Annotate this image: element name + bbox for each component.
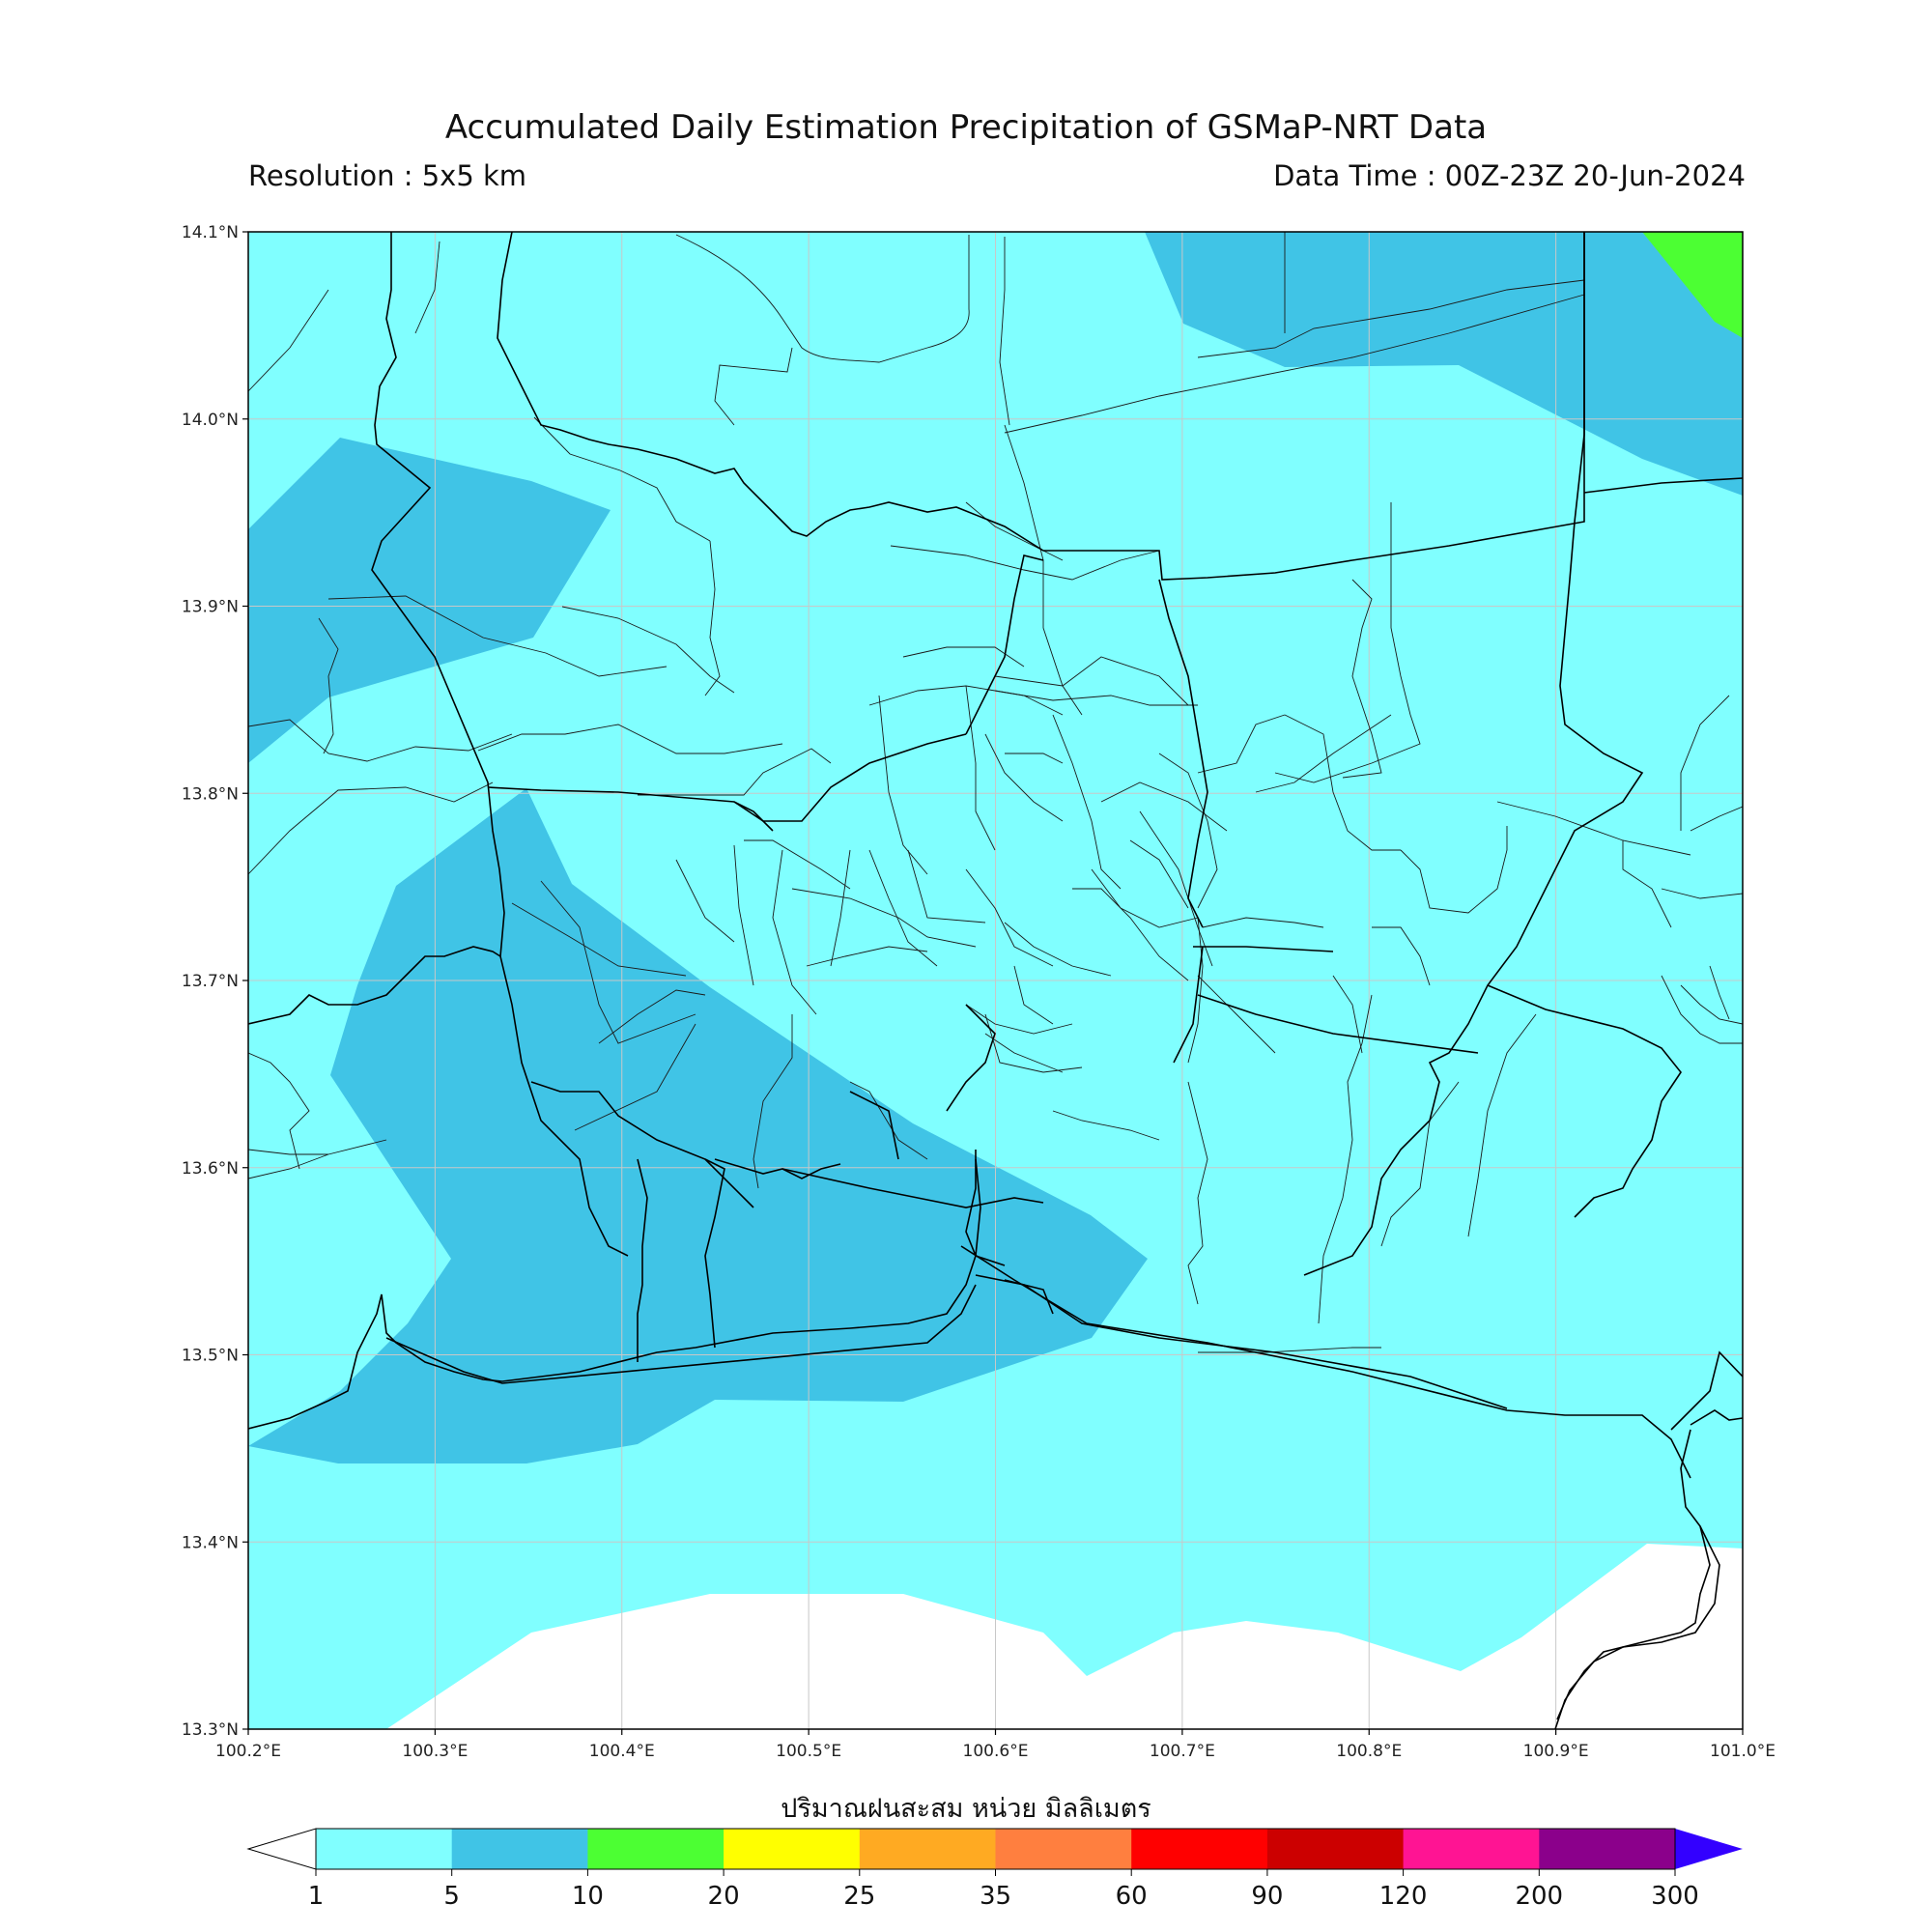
colorbar-segment [995,1829,1132,1869]
y-tick-label: 14.1°N [182,223,239,242]
map-area [248,232,1743,1729]
colorbar-tick-label: 25 [843,1882,875,1911]
colorbar-tick-label: 300 [1651,1882,1699,1911]
x-tick-label: 100.4°E [589,1742,655,1761]
colorbar-tick-label: 90 [1251,1882,1283,1911]
y-tick-label: 13.5°N [182,1347,239,1366]
colorbar-over-arrow [1675,1829,1743,1869]
rain-region-5-10mm-south [248,788,1148,1463]
colorbar-tick-label: 20 [708,1882,740,1911]
colorbar-segment [1539,1829,1676,1869]
colorbar-tick-label: 35 [980,1882,1011,1911]
colorbar-segment [451,1829,588,1869]
x-tick-label: 100.5°E [776,1742,841,1761]
grid-lines [248,232,1743,1729]
resolution-label: Resolution : 5x5 km [248,159,527,192]
colorbar-segment [587,1829,724,1869]
colorbar-under-arrow [246,1828,317,1870]
colorbar-segment [1403,1829,1540,1869]
y-tick-label: 13.6°N [182,1159,239,1179]
rain-region-10-20mm [1642,232,1743,338]
colorbar-segment [724,1829,861,1869]
x-tick-label: 100.2°E [215,1742,281,1761]
colorbar-tick-label: 1 [308,1882,325,1911]
colorbar-tick-label: 200 [1515,1882,1563,1911]
colorbar-tick-label: 60 [1116,1882,1148,1911]
x-axis-ticks: 100.2°E 100.3°E 100.4°E 100.5°E 100.6°E 100.7… [215,1729,1776,1761]
x-tick-label: 101.0°E [1710,1742,1776,1761]
colorbar-segment [316,1829,453,1869]
colorbar-title: ปริมาณฝนสะสม หน่วย มิลลิเมตร [781,1794,1151,1824]
x-tick-label: 100.6°E [963,1742,1029,1761]
x-tick-label: 100.3°E [402,1742,468,1761]
x-tick-label: 100.7°E [1150,1742,1215,1761]
y-tick-label: 14.0°N [182,411,239,430]
colorbar-tick-label: 5 [443,1882,460,1911]
colorbar-segment [1266,1829,1405,1869]
rain-region-5-10mm-west [248,438,611,763]
colorbar-tick-label: 120 [1379,1882,1428,1911]
data-time-label: Data Time : 00Z-23Z 20-Jun-2024 [1273,159,1746,192]
rain-region-5-10mm-northeast [1145,232,1743,496]
y-tick-label: 13.3°N [182,1720,239,1740]
y-axis-ticks: 14.1°N 14.0°N 13.9°N 13.8°N 13.7°N 13.6°N 13.5… [182,223,248,1740]
colorbar: 1 5 10 20 25 35 60 90 120 200 300 [246,1828,1743,1911]
y-tick-label: 13.7°N [182,972,239,991]
x-tick-label: 100.9°E [1523,1742,1589,1761]
chart-title: Accumulated Daily Estimation Precipitati… [444,108,1488,147]
colorbar-tick-label: 10 [572,1882,604,1911]
y-tick-label: 13.8°N [182,784,239,804]
province-boundaries [248,232,1743,1729]
colorbar-segment [859,1829,996,1869]
colorbar-segment [1131,1829,1268,1869]
y-tick-label: 13.4°N [182,1533,239,1552]
x-tick-label: 100.8°E [1336,1742,1402,1761]
y-tick-label: 13.9°N [182,598,239,617]
